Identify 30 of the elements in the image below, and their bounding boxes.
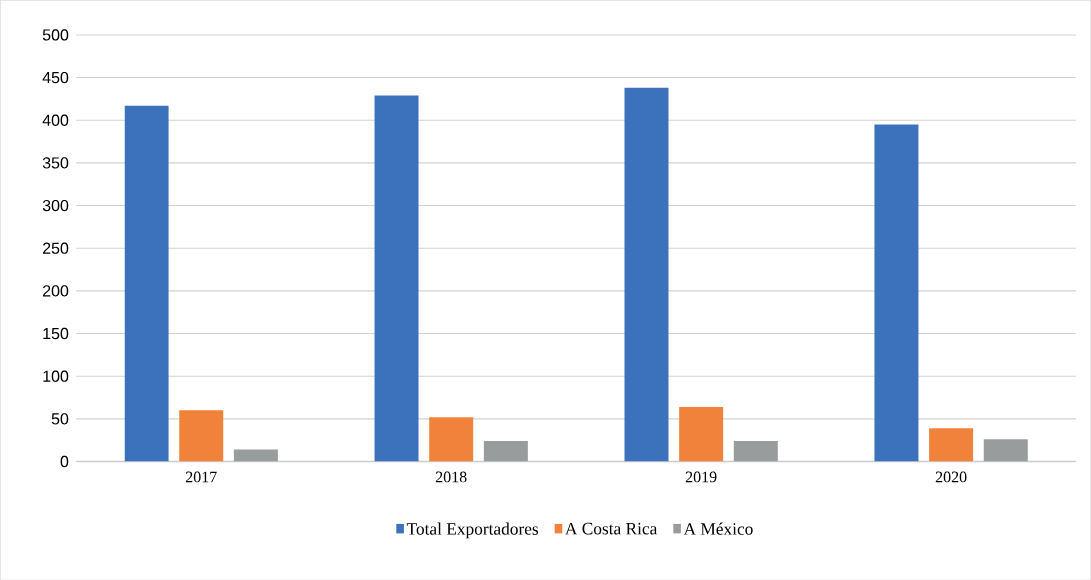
x-tick-label: 2018 bbox=[435, 471, 467, 483]
x-tick-label: 2020 bbox=[935, 471, 967, 483]
bar bbox=[679, 406, 724, 462]
y-tick-label: 500 bbox=[42, 29, 69, 41]
y-tick-label: 400 bbox=[42, 114, 69, 126]
y-tick-label: 300 bbox=[42, 199, 69, 211]
bar bbox=[483, 440, 528, 462]
bar bbox=[429, 416, 474, 462]
bar bbox=[179, 410, 224, 462]
y-tick-label: 0 bbox=[60, 455, 69, 467]
legend-label: A México bbox=[683, 522, 753, 535]
bar bbox=[874, 124, 919, 462]
y-tick-label: 350 bbox=[42, 157, 69, 169]
bar bbox=[624, 87, 669, 462]
x-tick-label: 2017 bbox=[185, 471, 217, 483]
legend-label: Total Exportadores bbox=[406, 522, 539, 539]
bar bbox=[124, 105, 169, 462]
legend-label: A Costa Rica bbox=[565, 522, 658, 535]
y-tick-label: 200 bbox=[42, 285, 69, 297]
bar bbox=[983, 439, 1028, 462]
bar bbox=[233, 449, 278, 462]
y-tick-label: 50 bbox=[51, 412, 69, 425]
y-tick-label: 250 bbox=[42, 242, 69, 254]
y-tick-label: 450 bbox=[42, 71, 69, 84]
y-tick-label: 150 bbox=[43, 327, 69, 339]
bar bbox=[733, 440, 778, 462]
y-tick-label: 100 bbox=[43, 370, 69, 382]
bar bbox=[374, 95, 419, 462]
x-tick-label: 2019 bbox=[685, 471, 717, 483]
bar bbox=[929, 428, 974, 462]
